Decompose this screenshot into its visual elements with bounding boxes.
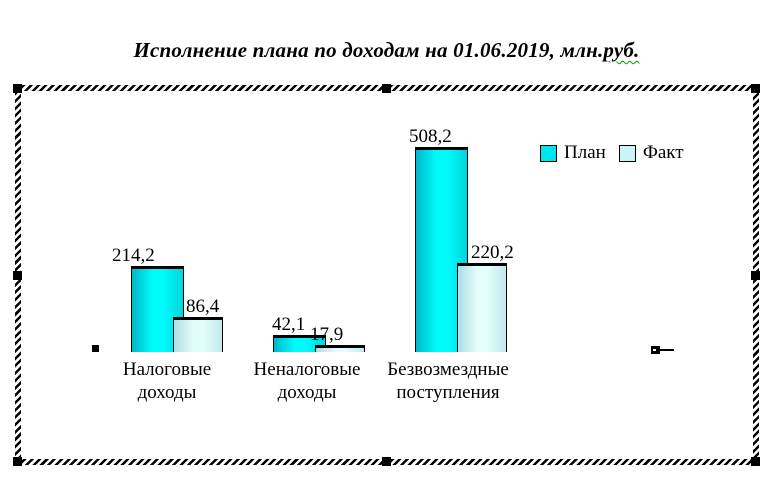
bar-value-label-fact-1: 17,9 bbox=[310, 324, 344, 345]
resize-handle-bottom-right[interactable] bbox=[751, 457, 760, 466]
bar-value-label-fact-0: 86,4 bbox=[186, 296, 220, 317]
chart-legend[interactable]: План Факт bbox=[540, 142, 697, 164]
chart-title-text: Исполнение плана по доходам на 01.06.201… bbox=[133, 38, 604, 62]
bar-plan-1[interactable] bbox=[273, 335, 326, 352]
category-label-1: Неналоговые доходы bbox=[253, 359, 361, 403]
legend-item-fact[interactable]: Факт bbox=[618, 142, 684, 164]
legend-item-plan[interactable]: План bbox=[540, 142, 606, 164]
bar-fact-0[interactable] bbox=[173, 317, 223, 352]
chart-title: Исполнение плана по доходам на 01.06.201… bbox=[0, 38, 773, 63]
resize-handle-top-right[interactable] bbox=[751, 84, 760, 93]
bar-fact-2[interactable] bbox=[457, 263, 507, 352]
bar-value-label-plan-0: 214,2 bbox=[112, 245, 155, 266]
resize-handle-bottom-middle[interactable] bbox=[382, 457, 391, 466]
axis-marker-right bbox=[651, 346, 660, 354]
axis-marker-right-dash bbox=[660, 349, 674, 351]
bar-value-label-fact-2: 220,2 bbox=[471, 242, 514, 263]
category-label-2: Безвозмездные поступления bbox=[387, 359, 509, 403]
legend-swatch-plan bbox=[540, 144, 557, 162]
bar-value-label-plan-2: 508,2 bbox=[409, 126, 452, 147]
resize-handle-middle-left[interactable] bbox=[13, 271, 22, 280]
category-label-0: Налоговые доходы bbox=[122, 359, 212, 403]
resize-handle-middle-right[interactable] bbox=[751, 271, 760, 280]
legend-label-plan: План bbox=[564, 142, 606, 163]
chart-title-spellchecked-word: руб. bbox=[603, 38, 640, 62]
axis-marker-left bbox=[92, 345, 99, 352]
resize-handle-top-middle[interactable] bbox=[382, 84, 391, 93]
legend-label-fact: Факт bbox=[642, 142, 684, 163]
legend-swatch-fact bbox=[618, 144, 636, 162]
bar-value-label-plan-1: 42,1 bbox=[272, 314, 306, 335]
bar-fact-1[interactable] bbox=[315, 345, 365, 352]
resize-handle-bottom-left[interactable] bbox=[13, 457, 22, 466]
resize-handle-top-left[interactable] bbox=[13, 84, 22, 93]
